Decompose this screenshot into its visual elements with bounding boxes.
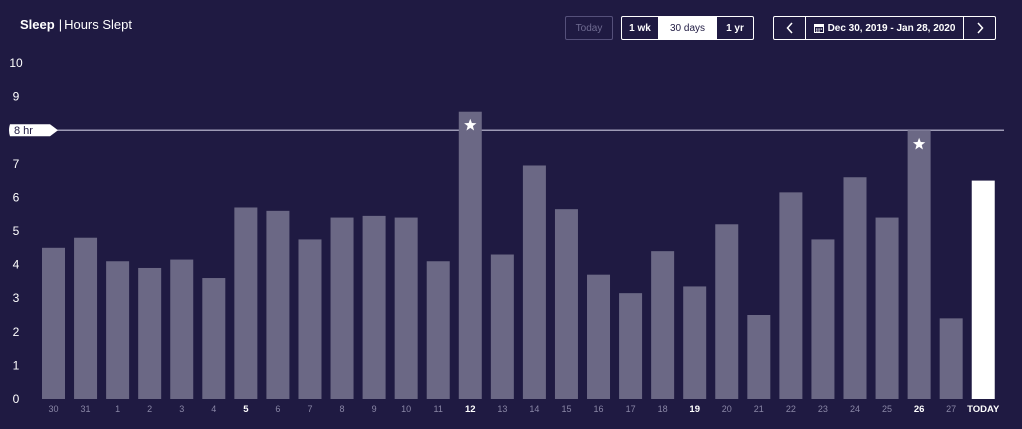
y-tick-label: 0 bbox=[13, 392, 20, 406]
x-tick-label: 22 bbox=[786, 404, 796, 414]
page-title: Sleep | Hours Slept bbox=[20, 17, 132, 32]
bar bbox=[907, 130, 931, 399]
bar bbox=[683, 286, 707, 399]
x-tick-label: 12 bbox=[465, 404, 476, 415]
x-tick-label: 31 bbox=[81, 404, 91, 414]
x-tick-label: 5 bbox=[243, 404, 249, 415]
title-separator: | bbox=[58, 17, 63, 32]
bar bbox=[843, 177, 867, 399]
range-1wk-button[interactable]: 1 wk bbox=[629, 22, 651, 34]
bar bbox=[522, 165, 546, 399]
bar bbox=[74, 237, 98, 399]
bar bbox=[779, 192, 803, 399]
y-tick-label: 3 bbox=[13, 291, 20, 305]
goal-line-marker bbox=[9, 124, 58, 137]
y-tick-label: 1 bbox=[13, 358, 20, 372]
bar bbox=[138, 267, 162, 399]
bar bbox=[298, 239, 322, 399]
title-hours-slept: Hours Slept bbox=[64, 17, 132, 32]
bar bbox=[106, 261, 130, 399]
bar bbox=[490, 254, 514, 399]
bar bbox=[202, 278, 226, 399]
bar bbox=[939, 318, 963, 399]
x-tick-label: 1 bbox=[115, 404, 120, 414]
bar bbox=[330, 217, 354, 399]
x-tick-label: 9 bbox=[372, 404, 377, 414]
y-tick-label: 4 bbox=[13, 258, 20, 272]
next-period-button[interactable] bbox=[963, 17, 995, 39]
goal-line-label: 8 hr bbox=[14, 125, 33, 137]
bar bbox=[42, 247, 65, 399]
x-tick-label: 13 bbox=[497, 404, 507, 414]
bar bbox=[651, 251, 675, 399]
title-sleep: Sleep bbox=[20, 17, 55, 32]
x-tick-label: 24 bbox=[850, 404, 860, 414]
range-selector: 1 wk 30 days 1 yr bbox=[621, 16, 754, 40]
x-tick-label: 18 bbox=[658, 404, 668, 414]
chevron-right-icon bbox=[976, 22, 984, 34]
x-tick-label: 19 bbox=[689, 404, 700, 415]
x-tick-label: 20 bbox=[722, 404, 732, 414]
range-1yr-button[interactable]: 1 yr bbox=[726, 22, 744, 34]
bar bbox=[266, 210, 290, 399]
x-tick-label: 26 bbox=[914, 404, 925, 415]
x-tick-label: 11 bbox=[434, 404, 443, 414]
bar bbox=[394, 217, 418, 399]
x-tick-label: 23 bbox=[818, 404, 828, 414]
bar bbox=[715, 224, 739, 399]
today-button[interactable]: Today bbox=[565, 16, 613, 40]
bar bbox=[619, 293, 643, 399]
x-tick-label: 30 bbox=[48, 404, 58, 414]
range-30days-button[interactable]: 30 days bbox=[658, 17, 717, 39]
date-range-picker[interactable]: Dec 30, 2019 - Jan 28, 2020 bbox=[806, 17, 963, 39]
y-tick-label: 7 bbox=[13, 157, 20, 171]
bar bbox=[811, 239, 835, 399]
bar bbox=[426, 261, 450, 399]
x-tick-label: 14 bbox=[529, 404, 539, 414]
bar bbox=[234, 207, 258, 399]
bar bbox=[747, 315, 771, 399]
x-tick-label: 17 bbox=[626, 404, 636, 414]
x-tick-label: 4 bbox=[211, 404, 216, 414]
previous-period-button[interactable] bbox=[774, 17, 806, 39]
bar-today bbox=[971, 180, 995, 399]
x-tick-label: 21 bbox=[754, 404, 764, 414]
y-tick-label: 5 bbox=[13, 224, 20, 238]
y-tick-label: 2 bbox=[13, 325, 20, 339]
bar bbox=[554, 209, 578, 399]
chevron-left-icon bbox=[785, 22, 793, 34]
y-tick-label: 9 bbox=[13, 90, 20, 104]
date-range-label: Dec 30, 2019 - Jan 28, 2020 bbox=[827, 22, 956, 34]
calendar-icon bbox=[813, 23, 824, 33]
x-tick-label: 7 bbox=[307, 404, 312, 414]
x-tick-label: 2 bbox=[147, 404, 152, 414]
x-tick-label: 27 bbox=[946, 404, 956, 414]
bar bbox=[362, 215, 386, 399]
x-tick-label: 15 bbox=[561, 404, 571, 414]
x-tick-label: 16 bbox=[594, 404, 604, 414]
x-tick-label: 10 bbox=[401, 404, 411, 414]
star-icon bbox=[464, 118, 477, 131]
y-tick-label: 10 bbox=[9, 56, 23, 70]
x-tick-label: 3 bbox=[179, 404, 184, 414]
bar bbox=[875, 217, 899, 399]
x-tick-label: 8 bbox=[340, 404, 345, 414]
x-tick-label: 6 bbox=[275, 404, 280, 414]
x-tick-label: 25 bbox=[882, 404, 892, 414]
bar bbox=[458, 111, 482, 399]
bar bbox=[587, 274, 611, 399]
y-tick-label: 6 bbox=[13, 190, 20, 204]
x-tick-label: TODAY bbox=[967, 404, 1000, 415]
star-icon bbox=[912, 137, 926, 150]
date-navigator: Dec 30, 2019 - Jan 28, 2020 bbox=[773, 16, 996, 40]
bar bbox=[170, 259, 194, 399]
